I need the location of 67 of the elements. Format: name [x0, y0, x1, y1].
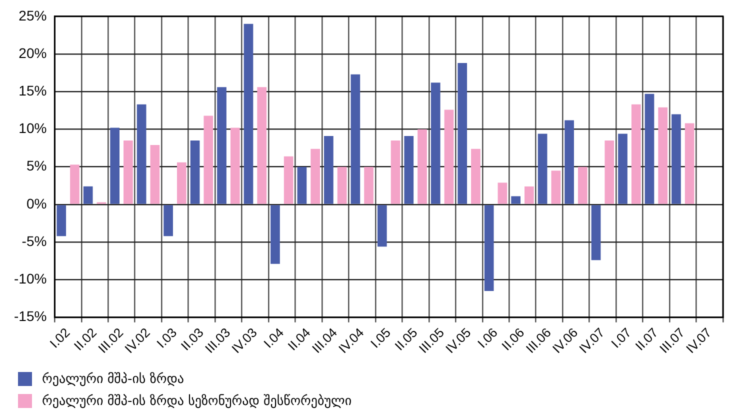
bar [538, 134, 548, 204]
bar [150, 145, 160, 204]
bar [524, 186, 534, 204]
x-tick-label: I.05 [368, 324, 394, 351]
bar [217, 87, 226, 204]
bar [430, 82, 440, 204]
bar [551, 170, 561, 204]
bar [684, 123, 694, 204]
legend-label: რეალური მშპ-ის ზრდა [42, 372, 184, 386]
bar [110, 128, 120, 204]
bar [672, 114, 681, 204]
x-tick-label: I.07 [608, 324, 634, 351]
bar [70, 164, 80, 204]
y-tick-label: 5% [26, 158, 47, 174]
y-tick-label: -10% [14, 270, 47, 287]
bar [444, 110, 454, 204]
bar [591, 205, 601, 260]
x-tick-label: I.04 [260, 324, 287, 351]
bar [364, 166, 374, 204]
bar [484, 205, 494, 292]
bar [124, 140, 133, 204]
bar [136, 104, 146, 204]
bar [644, 94, 654, 204]
bar [270, 205, 280, 264]
x-tick-label: I.02 [46, 324, 73, 351]
y-tick-label: 10% [18, 120, 47, 136]
bar [471, 148, 480, 204]
bar [164, 205, 173, 236]
x-tick-label: II.03 [178, 324, 206, 354]
bar [604, 140, 614, 204]
bar [578, 166, 588, 204]
y-tick-label: 0% [26, 195, 47, 212]
bar [324, 136, 334, 204]
bar [83, 186, 93, 204]
bar [511, 196, 520, 204]
bar [458, 63, 468, 204]
bar [176, 162, 186, 204]
bar [257, 87, 267, 204]
y-tick-label: -5% [22, 232, 47, 249]
bar [390, 140, 400, 204]
x-tick-label: I.06 [474, 324, 500, 351]
bar [404, 136, 414, 204]
bar [297, 166, 307, 204]
bar [204, 116, 214, 204]
bar [631, 104, 641, 204]
y-tick-label: 20% [18, 44, 47, 61]
bar [564, 120, 574, 204]
bar [337, 166, 347, 204]
x-tick-label: II.06 [498, 324, 528, 354]
bar [498, 182, 508, 204]
x-tick-label: I.03 [154, 324, 180, 351]
bar [56, 205, 66, 236]
bar [230, 128, 240, 204]
bar [310, 148, 320, 204]
bar [618, 134, 628, 204]
bar [190, 140, 200, 204]
bar [377, 205, 387, 247]
y-tick-label: 25% [18, 7, 47, 24]
bar [658, 107, 668, 204]
y-tick-label: 15% [18, 82, 47, 98]
legend-label: რეალური მშპ-ის ზრდა სეზონურად შესწორებული [42, 394, 352, 408]
x-tick-label: II.02 [70, 324, 100, 354]
y-tick-label: -15% [14, 308, 47, 324]
bar [244, 24, 254, 204]
bar [350, 74, 360, 204]
bar [418, 129, 427, 204]
bar [284, 156, 294, 204]
